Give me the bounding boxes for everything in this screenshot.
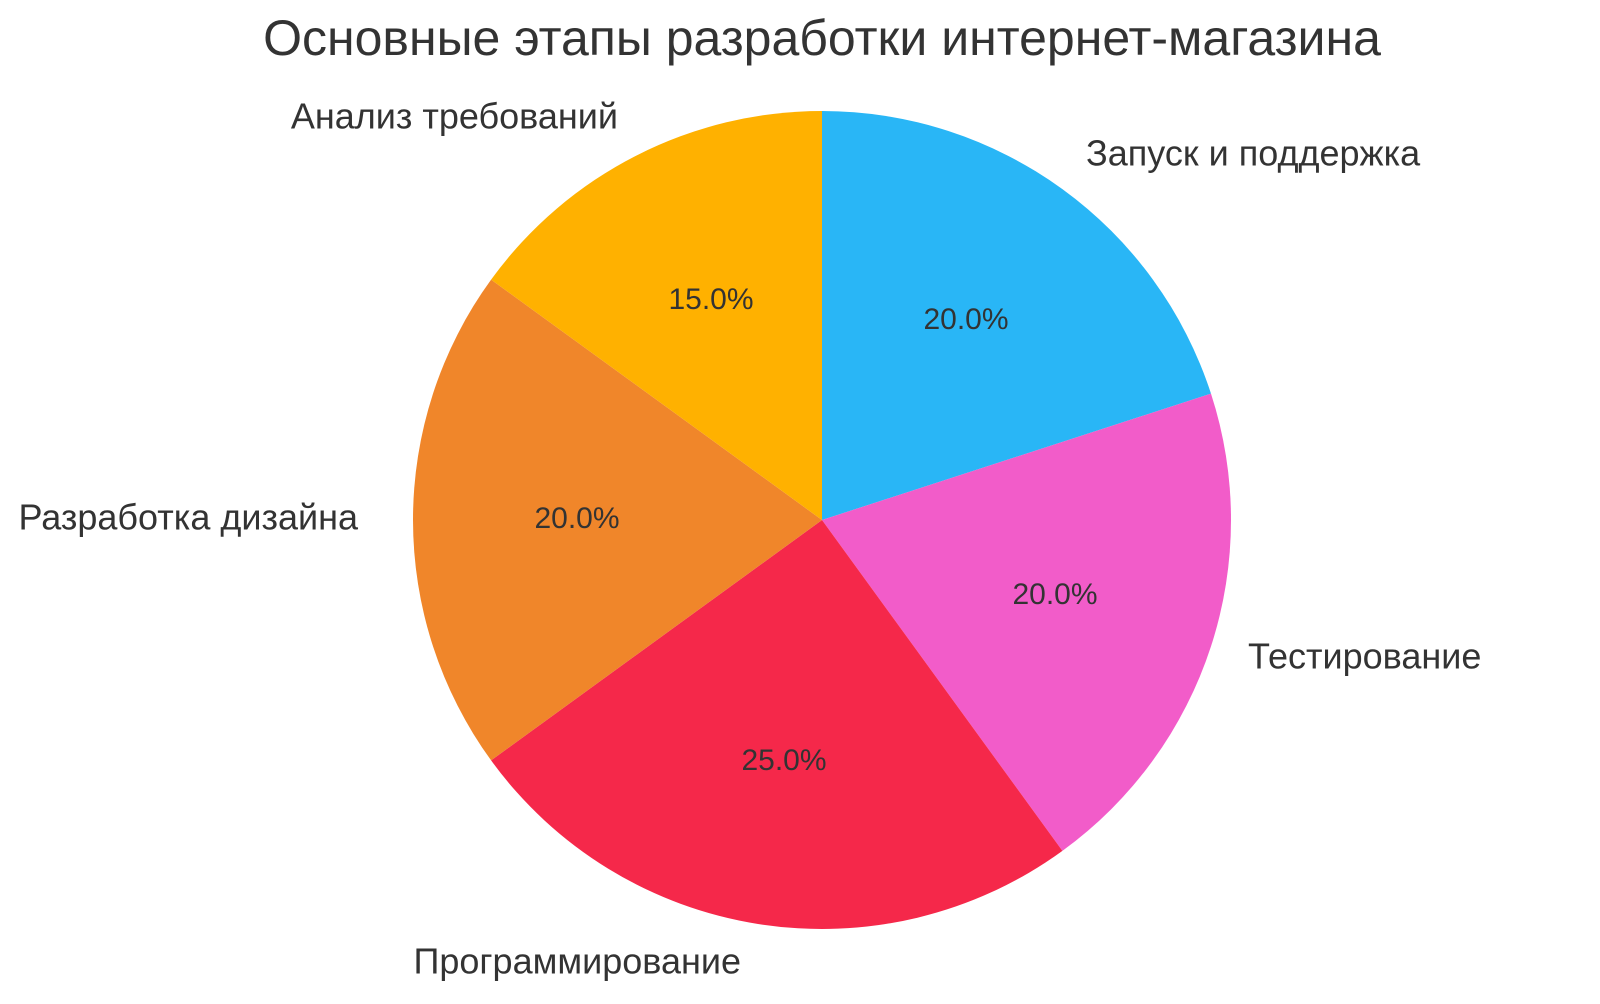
svg-text:15.0%: 15.0% (668, 283, 753, 316)
svg-text:Программирование: Программирование (414, 941, 742, 982)
svg-text:25.0%: 25.0% (741, 744, 826, 777)
svg-text:Анализ требований: Анализ требований (291, 96, 618, 137)
svg-text:20.0%: 20.0% (1012, 578, 1097, 611)
svg-text:Тестирование: Тестирование (1248, 636, 1481, 677)
svg-text:20.0%: 20.0% (923, 303, 1008, 336)
svg-text:Запуск и поддержка: Запуск и поддержка (1086, 133, 1421, 174)
svg-text:Разработка дизайна: Разработка дизайна (18, 497, 359, 538)
svg-text:20.0%: 20.0% (534, 502, 619, 535)
